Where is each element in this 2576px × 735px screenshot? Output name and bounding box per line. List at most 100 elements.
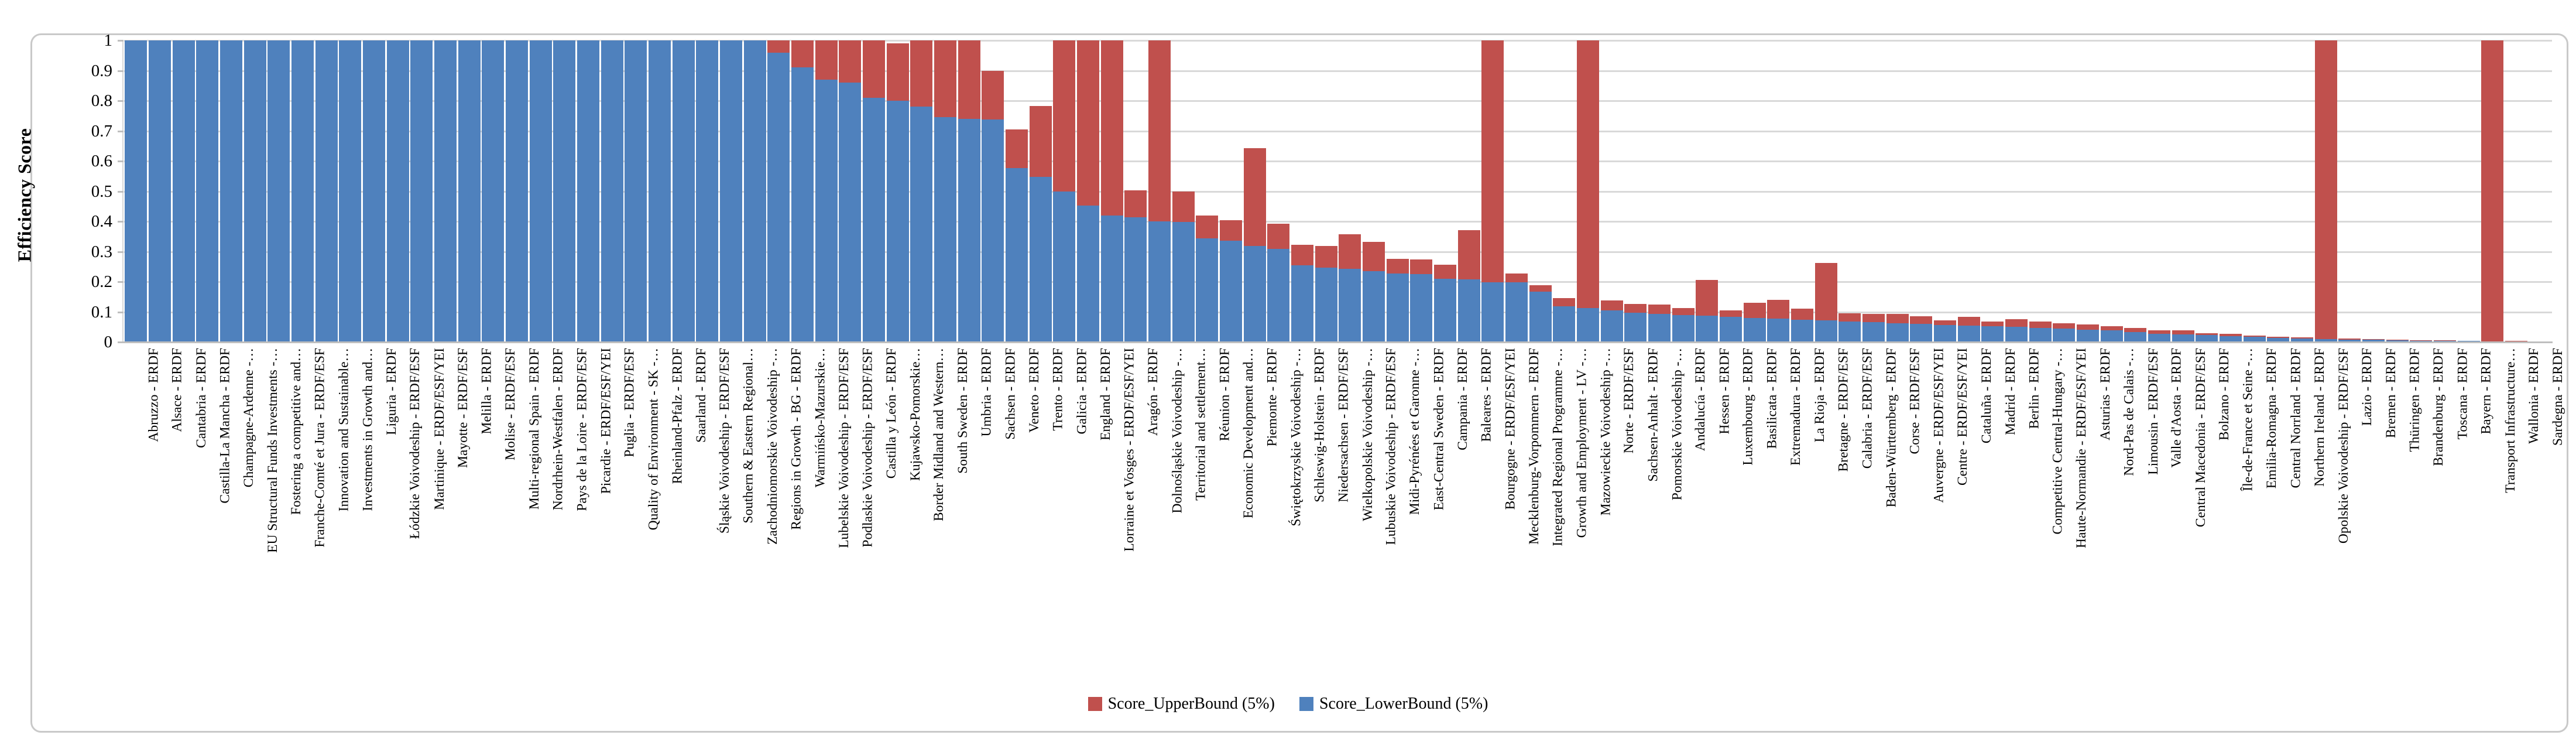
bar-68 (1719, 40, 1743, 342)
bar-96 (2386, 40, 2409, 342)
upper-bound-segment (1219, 220, 1243, 241)
lower-bound-segment (2076, 329, 2100, 342)
lower-bound-segment (172, 40, 195, 342)
x-category-label: Mecklenburg-Vorpommern - ERDF (1527, 348, 1542, 545)
lower-bound-segment (1886, 323, 1909, 342)
bar-58 (1481, 40, 1504, 342)
gridline-0.6 (124, 160, 2552, 162)
bar-23 (648, 40, 671, 342)
bar-92 (2290, 40, 2314, 342)
y-tick-mark (118, 251, 124, 253)
x-category-label: Puglia - ERDF/ESF (622, 348, 637, 457)
bar-38 (1005, 40, 1028, 342)
upper-bound-segment (839, 40, 862, 83)
upper-bound-segment (1696, 279, 1719, 316)
legend-label-lower: Score_LowerBound (5%) (1319, 695, 1488, 713)
upper-bound-segment (2267, 336, 2290, 338)
x-category-label: Auvergne - ERDF/ESF/YEI (1931, 348, 1947, 503)
lower-bound-segment (1076, 206, 1100, 342)
bar-100 (2481, 40, 2504, 342)
x-category-label: Mazowieckie Voivodeship -… (1598, 348, 1613, 516)
lower-bound-segment (719, 40, 743, 342)
y-tick-mark (118, 281, 124, 283)
upper-bound-segment (1529, 285, 1552, 292)
upper-bound-segment (1339, 234, 1361, 269)
x-category-label: Lazio - ERDF (2359, 348, 2375, 426)
lower-bound-segment (1457, 279, 1480, 342)
x-category-label: Investments in Growth and… (360, 348, 376, 511)
lower-bound-segment (2053, 329, 2076, 342)
upper-bound-segment (862, 40, 886, 98)
bar-81 (2029, 40, 2052, 342)
bar-47 (1219, 40, 1243, 342)
x-category-label: Nordrhein-Westfalen - ERDF (550, 348, 566, 511)
bar-67 (1696, 40, 1719, 342)
gridline-0.8 (124, 100, 2552, 102)
bar-66 (1672, 40, 1695, 342)
x-category-label: Basilicata - ERDF (1764, 348, 1780, 449)
lower-bound-segment (1933, 324, 1957, 342)
upper-bound-segment (2148, 330, 2171, 334)
bar-88 (2196, 40, 2218, 342)
lower-bound-segment (1005, 167, 1028, 342)
lower-bound-segment (886, 101, 909, 342)
lower-bound-segment (2029, 327, 2052, 342)
x-category-label: Nord-Pas de Calais -… (2121, 348, 2137, 476)
y-tick-label-0.1: 0.1 (91, 302, 112, 322)
upper-bound-segment (767, 40, 790, 53)
upper-bound-segment (2172, 330, 2194, 334)
upper-bound-segment (1790, 308, 1814, 320)
x-category-label: Rheinland-Pfalz - ERDF (670, 348, 685, 484)
lower-bound-segment (1957, 325, 1980, 342)
bar-77 (1933, 40, 1957, 342)
lower-bound-segment (2219, 336, 2242, 342)
y-axis-title: Efficiency Score (13, 128, 35, 262)
bar-2 (148, 40, 171, 342)
bar-54 (1386, 40, 1409, 342)
bar-42 (1100, 40, 1123, 342)
bar-44 (1148, 40, 1171, 342)
bar-78 (1957, 40, 1980, 342)
x-category-label: Kujawsko-Pomorskie… (907, 348, 923, 481)
bar-3 (172, 40, 195, 342)
upper-bound-segment (2243, 335, 2266, 337)
lower-bound-segment (2005, 327, 2028, 342)
bar-91 (2267, 40, 2290, 342)
lower-bound-segment (1196, 238, 1219, 342)
bar-63 (1600, 40, 1623, 342)
x-category-label: Dolnośląskie Voivodeship -… (1169, 348, 1185, 514)
x-category-label: Toscana - ERDF (2455, 348, 2470, 440)
x-category-label: Opolskie Voivodeship - ERDF/ESF (2335, 348, 2351, 544)
upper-bound-segment (791, 40, 814, 68)
upper-bound-segment (1053, 40, 1076, 192)
lower-bound-segment (2196, 335, 2218, 342)
x-category-label: Regions in Growth - BG - ERDF (788, 348, 804, 530)
gridline-0.3 (124, 251, 2552, 253)
bar-53 (1362, 40, 1385, 342)
x-category-label: Central Norrland - ERDF (2288, 348, 2304, 488)
upper-bound-segment (1457, 230, 1480, 279)
upper-bound-segment (1410, 259, 1433, 274)
upper-bound-segment (982, 70, 1004, 120)
bar-62 (1576, 40, 1600, 342)
lower-bound-segment (1553, 306, 1576, 342)
x-axis-line (122, 341, 2553, 343)
upper-bound-segment (1981, 322, 2004, 327)
lower-bound-segment (958, 118, 980, 342)
upper-bound-segment (1505, 274, 1528, 283)
x-category-label: South Sweden - ERDF (955, 348, 970, 474)
y-tick-mark (118, 311, 124, 313)
bar-65 (1648, 40, 1671, 342)
bar-12 (386, 40, 409, 342)
lower-bound-segment (1743, 317, 1766, 342)
lower-bound-segment (2148, 333, 2171, 342)
x-category-label: Świętokrzyskie Voivodeship -… (1288, 348, 1304, 527)
x-category-label: Wielkopolskie Voivodeship -… (1360, 348, 1376, 521)
lower-bound-segment (1219, 241, 1243, 342)
gridline-0.2 (124, 281, 2552, 283)
bar-49 (1267, 40, 1290, 342)
x-category-label: Lubelskie Voivodeship - ERDF/ESF (836, 348, 852, 548)
bar-32 (862, 40, 886, 342)
lower-bound-segment (1410, 274, 1433, 342)
x-category-label: Growth and Employment - LV -… (1574, 348, 1590, 538)
